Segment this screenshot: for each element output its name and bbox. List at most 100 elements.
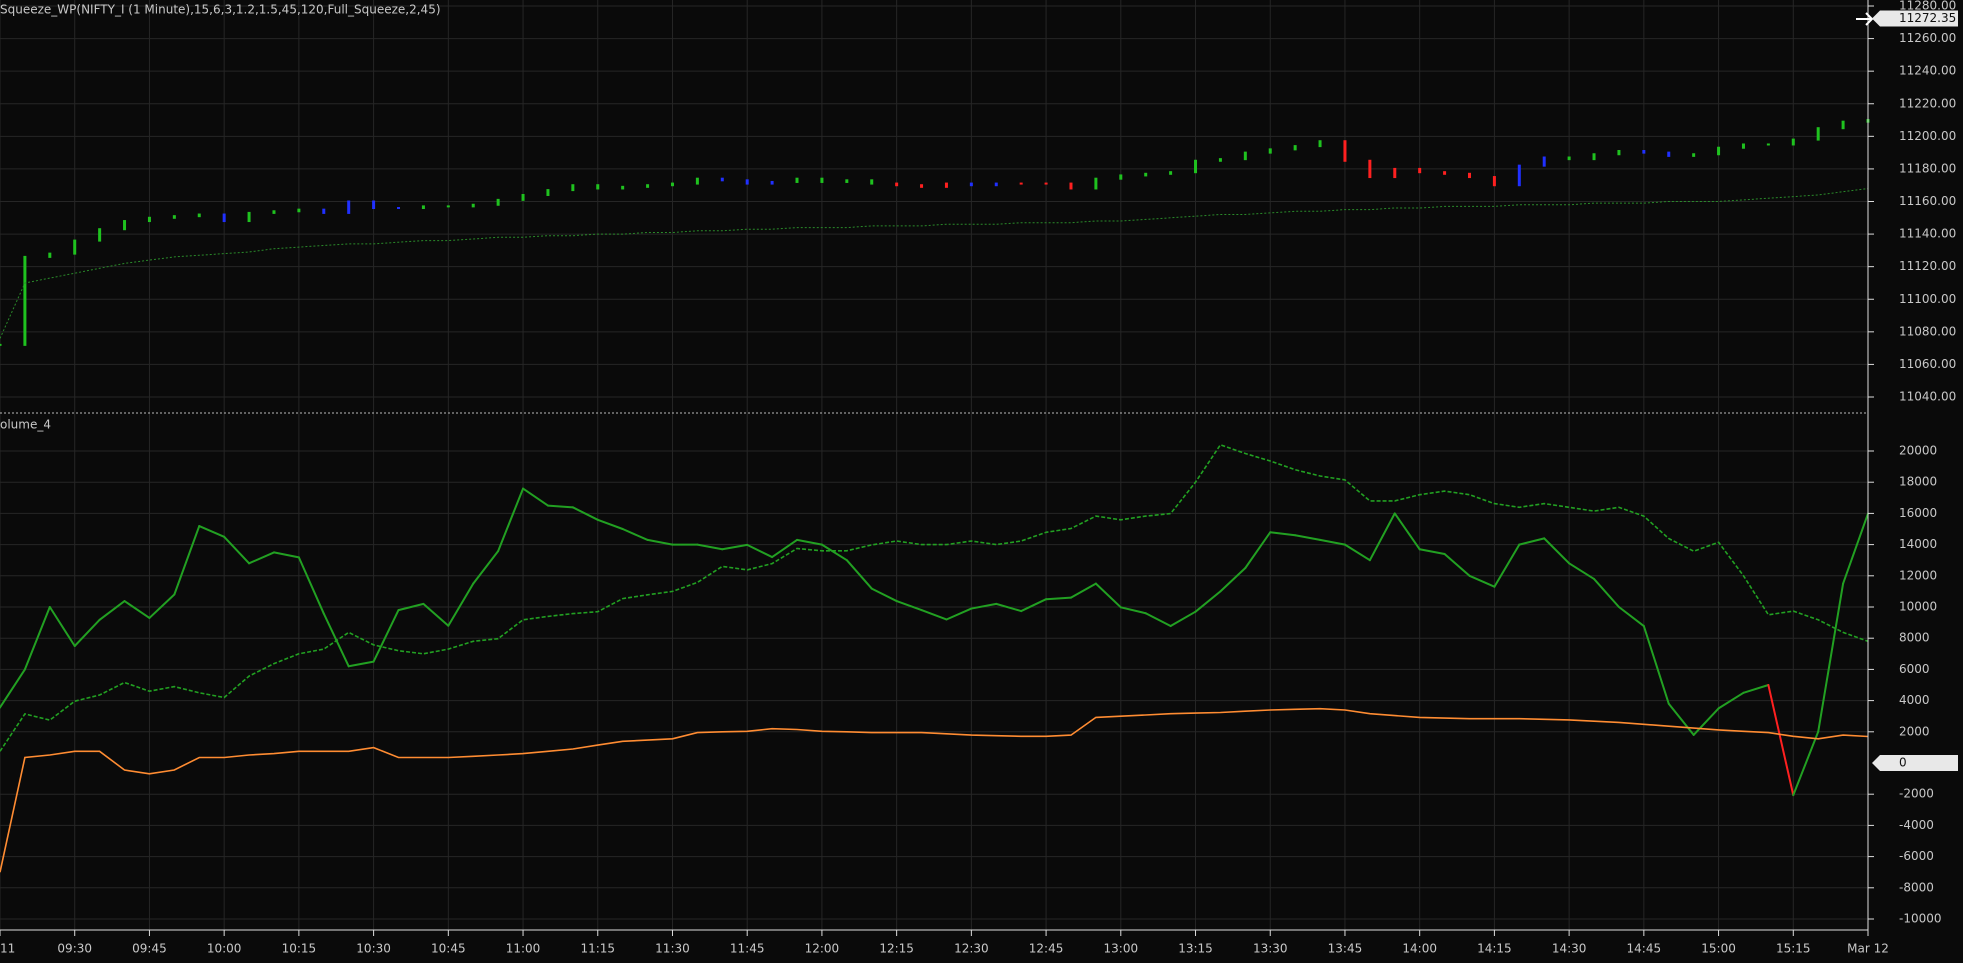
y-tick-label: 11140.00 [1899, 227, 1956, 241]
x-tick-label: 10:00 [207, 942, 242, 956]
price-bar [347, 200, 351, 214]
line-segment [1343, 543, 1371, 562]
price-bar [1841, 120, 1845, 130]
price-bar [1044, 182, 1048, 185]
line-segment [945, 607, 973, 621]
y-tick-label: 11060.00 [1899, 357, 1956, 371]
price-bar [1393, 167, 1397, 179]
price-bar [446, 205, 450, 208]
price-bar [1119, 174, 1123, 180]
value-marker-box [1872, 10, 1958, 27]
series-line [0, 707, 1869, 873]
price-bar [1492, 176, 1496, 187]
price-bar [98, 228, 102, 242]
line-segment [1119, 606, 1147, 615]
line-segment [845, 559, 873, 590]
line-segment [696, 543, 724, 551]
price-bar [1268, 148, 1272, 154]
line-segment [1194, 590, 1222, 613]
line-segment [1568, 562, 1596, 580]
price-bar [1717, 146, 1721, 156]
line-segment [123, 600, 151, 619]
line-segment [1792, 730, 1820, 797]
x-tick-label: 13:45 [1328, 942, 1363, 956]
line-segment [995, 602, 1023, 613]
price-bar [521, 193, 525, 201]
y-tick-label: 11120.00 [1899, 259, 1956, 273]
price-bar [795, 177, 799, 183]
line-segment [1617, 606, 1645, 628]
line-segment [1692, 707, 1720, 736]
line-segment [571, 506, 599, 521]
price-bar [969, 182, 973, 187]
y-tick-label: -2000 [1899, 787, 1934, 801]
x-tick-label: 11:45 [730, 942, 765, 956]
price-bar [1642, 149, 1646, 154]
x-tick-label: 13:00 [1104, 942, 1139, 956]
line-segment [1468, 574, 1496, 588]
price-bar [870, 179, 874, 185]
line-segment [1144, 612, 1172, 628]
line-segment [1543, 537, 1571, 565]
x-tick-label: 14:30 [1552, 942, 1587, 956]
price-bar [621, 185, 625, 190]
x-tick-label: 13:15 [1178, 942, 1213, 956]
y-tick-label: 11240.00 [1899, 64, 1956, 78]
price-bar [845, 179, 849, 183]
price-bar [770, 180, 774, 185]
price-bar [571, 184, 575, 192]
price-bar [272, 210, 276, 214]
x-tick-label: 15:00 [1701, 942, 1736, 956]
line-segment [1593, 577, 1620, 608]
price-bar [1094, 177, 1098, 190]
x-tick-label: 10:15 [282, 942, 317, 956]
price-bar [546, 189, 550, 196]
line-segment [1244, 531, 1272, 569]
x-tick-label: 12:15 [879, 942, 914, 956]
line-segment [48, 606, 76, 647]
line-segment [546, 504, 574, 509]
price-bar [297, 208, 301, 213]
line-segment [347, 660, 375, 668]
line-segment [0, 668, 26, 709]
line-segment [1642, 625, 1670, 705]
line-segment [1717, 691, 1745, 710]
line-segment [422, 602, 450, 627]
price-bar [994, 182, 998, 187]
price-bar [1567, 156, 1571, 161]
price-bar [247, 211, 251, 223]
line-segment [596, 518, 624, 530]
y-tick-label: 11260.00 [1899, 31, 1956, 45]
line-segment [98, 600, 126, 621]
line-segment [23, 606, 51, 671]
price-bar [1741, 143, 1745, 149]
line-segment [820, 543, 848, 562]
line-segment [1045, 596, 1072, 601]
line-segment [272, 551, 300, 559]
price-bar [1443, 171, 1447, 175]
x-tick-label: 09:45 [132, 942, 167, 956]
price-bar [147, 216, 151, 223]
x-tick-label: 14:15 [1477, 942, 1512, 956]
x-tick-label: 12:45 [1029, 942, 1064, 956]
price-bar [1069, 182, 1073, 190]
line-segment [1842, 512, 1869, 585]
price-bar [1592, 153, 1596, 161]
price-bar [1243, 151, 1247, 161]
line-segment [796, 538, 823, 546]
price-bar [1293, 145, 1297, 151]
y-tick-label: 4000 [1899, 693, 1930, 707]
x-tick-label: 11:15 [580, 942, 615, 956]
line-segment [621, 528, 649, 541]
price-bar [397, 207, 401, 210]
value-marker-label: 11272.35 [1899, 11, 1956, 25]
series-line [0, 188, 1869, 339]
line-segment [248, 551, 275, 565]
grid [0, 0, 1869, 930]
price-bar [1791, 138, 1795, 146]
price-bar [720, 177, 724, 182]
price-bar [496, 198, 500, 206]
line-segment [1294, 534, 1322, 541]
arrow-icon [1856, 12, 1874, 26]
